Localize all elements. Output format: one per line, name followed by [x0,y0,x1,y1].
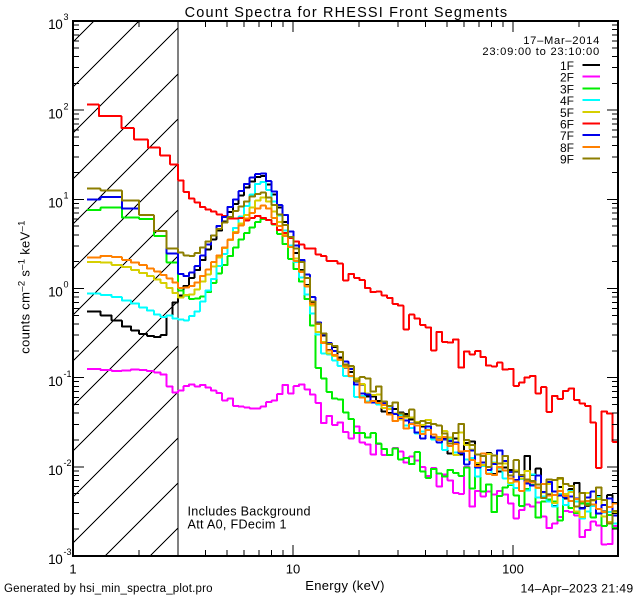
svg-text:Includes Background: Includes Background [188,505,311,519]
svg-text:-2: -2 [64,458,72,468]
svg-text:10: 10 [48,552,62,567]
svg-text:1: 1 [64,191,69,201]
svg-text:17–Mar–2014: 17–Mar–2014 [523,35,600,47]
svg-text:-1: -1 [64,369,72,379]
svg-text:1: 1 [69,562,76,577]
svg-text:counts cm–2 s–1 keV–1: counts cm–2 s–1 keV–1 [17,220,33,353]
svg-text:3: 3 [64,12,69,22]
svg-text:4F: 4F [560,94,574,108]
svg-text:5F: 5F [560,106,574,120]
svg-text:10: 10 [48,106,62,121]
svg-text:2: 2 [64,101,69,111]
svg-text:10: 10 [48,17,62,32]
svg-text:10: 10 [48,374,62,389]
svg-text:6F: 6F [560,117,574,131]
svg-text:7F: 7F [560,129,574,143]
svg-text:0: 0 [64,280,69,290]
svg-text:Energy (keV): Energy (keV) [305,578,384,593]
svg-text:10: 10 [48,463,62,478]
svg-text:14–Apr–2023 21:49: 14–Apr–2023 21:49 [520,582,633,596]
svg-text:23:09:00 to 23:10:00: 23:09:00 to 23:10:00 [482,46,600,58]
svg-text:1F: 1F [560,59,574,73]
svg-text:10: 10 [48,285,62,300]
svg-text:10: 10 [48,196,62,211]
svg-text:9F: 9F [560,153,574,167]
svg-text:10: 10 [286,562,300,577]
svg-text:Count Spectra for RHESSI Front: Count Spectra for RHESSI Front Segments [185,5,509,21]
svg-text:8F: 8F [560,141,574,155]
svg-text:-3: -3 [64,547,72,557]
svg-text:3F: 3F [560,82,574,96]
svg-text:100: 100 [502,562,524,577]
svg-text:Generated by hsi_min_spectra_p: Generated by hsi_min_spectra_plot.pro [4,583,213,595]
svg-text:2F: 2F [560,71,574,85]
svg-text:Att A0, FDecim 1: Att A0, FDecim 1 [188,518,287,532]
